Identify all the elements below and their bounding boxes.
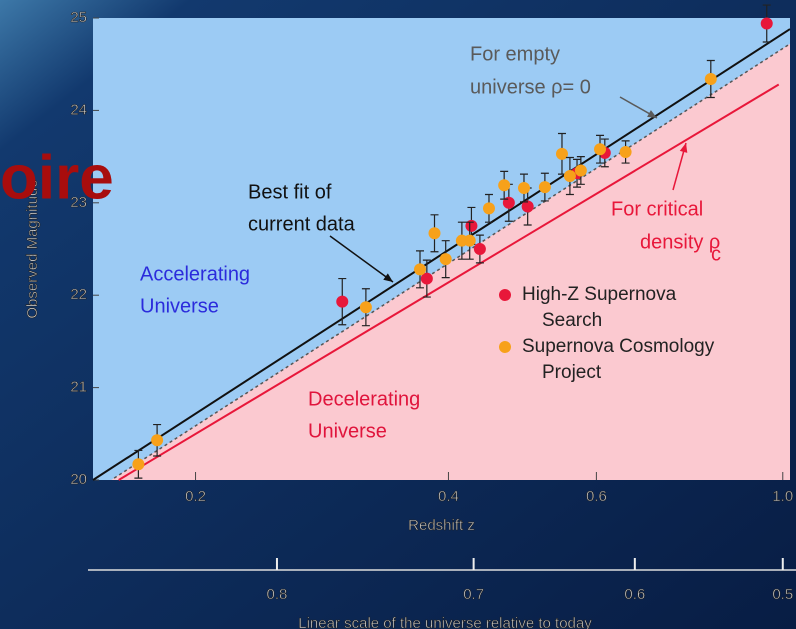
annotation-arrow: [329, 235, 394, 283]
x-tick-label: 0.2: [185, 488, 206, 505]
x2-tick-label: 0.5: [772, 586, 793, 603]
line-annotation: For critical: [611, 198, 703, 220]
y-axis-label: Observed Magnitude: [24, 179, 41, 318]
x2-tick-label: 0.7: [463, 586, 484, 603]
arrow-head: [679, 143, 688, 153]
data-point: [538, 181, 551, 194]
line-annotation: For empty: [470, 43, 560, 65]
data-point: [428, 227, 441, 240]
region-label: Universe: [308, 420, 387, 442]
x-tick-label: 1.0: [772, 488, 793, 505]
overlay-text: oire: [0, 143, 114, 212]
data-point: [517, 182, 530, 195]
y-tick-label: 23: [70, 194, 87, 211]
decelerating-region: [93, 43, 790, 480]
x-tick-label: 0.6: [586, 488, 607, 505]
arrow-head: [647, 110, 657, 118]
line-annotation: current data: [248, 213, 356, 235]
data-point: [704, 72, 717, 85]
legend-line: Supernova Cosmology: [522, 336, 720, 357]
data-point: [151, 434, 164, 447]
legend-marker: [499, 341, 511, 353]
data-point: [760, 17, 773, 30]
data-point: [463, 234, 476, 247]
y-tick-label: 25: [70, 9, 87, 26]
y-tick-label: 20: [70, 471, 87, 488]
data-point: [132, 458, 145, 471]
y-tick-label: 24: [70, 101, 87, 118]
model-line: [113, 43, 791, 479]
data-point: [336, 295, 349, 308]
data-point: [594, 143, 607, 156]
data-point: [563, 170, 576, 183]
legend-label: Supernova Cosmology Project: [522, 336, 720, 383]
data-point: [414, 263, 427, 276]
arrow-head: [383, 273, 393, 282]
x-tick-label: 0.4: [438, 488, 459, 505]
data-point: [439, 253, 452, 266]
data-point: [420, 272, 433, 285]
data-point: [619, 145, 632, 158]
region-label: Decelerating: [308, 388, 420, 410]
legend-marker: [499, 289, 511, 301]
legend-line: High-Z Supernova: [522, 284, 681, 305]
data-point: [555, 147, 568, 160]
data-point: [473, 243, 486, 255]
x2-axis-label: Linear scale of the universe relative to…: [298, 615, 592, 629]
annotation-subscript: c: [711, 243, 721, 265]
data-point: [482, 202, 495, 215]
line-annotation: universe ρ= 0: [470, 76, 591, 98]
line-annotation: density ρ: [640, 231, 720, 253]
line-annotation: Best fit of: [248, 181, 332, 203]
data-point: [359, 301, 372, 314]
data-point: [574, 164, 587, 177]
x2-tick-label: 0.6: [624, 586, 645, 603]
region-label: Universe: [140, 295, 219, 317]
y-tick-label: 21: [70, 379, 87, 396]
model-line: [118, 83, 780, 481]
legend-label: High-Z Supernova Search: [522, 284, 681, 331]
data-point: [502, 196, 515, 209]
y-tick-label: 22: [70, 286, 87, 303]
data-point: [465, 219, 478, 232]
region-label: Accelerating: [140, 263, 250, 285]
data-point: [521, 200, 534, 213]
data-point: [498, 179, 511, 192]
legend-line: Search: [542, 310, 602, 331]
legend-line: Project: [542, 362, 602, 383]
x2-tick-label: 0.8: [267, 586, 288, 603]
model-line: [92, 28, 791, 481]
x-axis-label: Redshift z: [408, 517, 475, 534]
